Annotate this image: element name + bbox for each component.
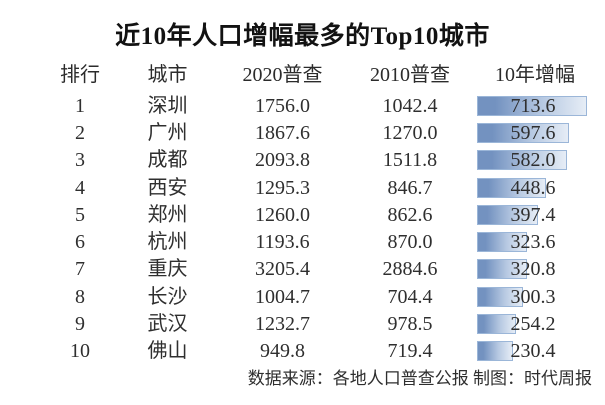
column-header-census-2020: 2020普查 <box>242 64 323 86</box>
rank-value: 8 <box>75 285 85 308</box>
growth-data-bar <box>477 122 570 143</box>
growth-data-bar <box>477 177 547 198</box>
city-name: 重庆 <box>147 258 188 281</box>
census-2020-value: 3205.4 <box>255 258 310 281</box>
growth-value: 300.3 <box>510 285 556 308</box>
growth-data-bar <box>477 232 527 253</box>
census-2020-value: 1260.0 <box>255 203 310 226</box>
table-row: 10 佛山 949.8 719.4 230.4 <box>45 338 595 365</box>
growth-value: 320.8 <box>510 258 556 281</box>
city-name: 郑州 <box>147 203 188 226</box>
growth-data-bar <box>477 259 527 280</box>
table-row: 4 西安 1295.3 846.7 448.6 <box>45 174 595 201</box>
city-name: 深圳 <box>147 94 188 117</box>
rank-value: 2 <box>75 121 85 144</box>
rank-value: 7 <box>75 258 85 281</box>
city-name: 成都 <box>147 149 188 172</box>
city-name: 长沙 <box>147 285 188 308</box>
table-row: 5 郑州 1260.0 862.6 397.4 <box>45 201 595 228</box>
table-header-row: 排行 城市 2020普查 2010普查 10年增幅 <box>45 60 595 90</box>
census-2010-value: 862.6 <box>387 203 433 226</box>
city-name: 西安 <box>147 176 188 199</box>
growth-value: 230.4 <box>510 340 556 363</box>
page-title: 近10年人口增幅最多的Top10城市 <box>115 23 490 50</box>
growth-value: 397.4 <box>510 203 556 226</box>
table-row: 3 成都 2093.8 1511.8 582.0 <box>45 147 595 174</box>
population-table: 排行 城市 2020普查 2010普查 10年增幅 1 深圳 1756.0 10… <box>45 60 595 365</box>
growth-value: 597.6 <box>510 121 556 144</box>
growth-value: 323.6 <box>510 231 556 254</box>
rank-value: 9 <box>75 313 85 336</box>
census-2020-value: 1004.7 <box>255 285 310 308</box>
city-name: 武汉 <box>147 313 188 336</box>
census-2020-value: 1756.0 <box>255 94 310 117</box>
rank-value: 10 <box>70 340 90 363</box>
growth-cell: 597.6 <box>475 119 595 146</box>
growth-cell: 582.0 <box>475 147 595 174</box>
census-2010-value: 870.0 <box>387 231 433 254</box>
rank-value: 5 <box>75 203 85 226</box>
growth-value: 582.0 <box>510 149 556 172</box>
census-2020-value: 2093.8 <box>255 149 310 172</box>
growth-data-bar <box>477 286 524 307</box>
table-row: 7 重庆 3205.4 2884.6 320.8 <box>45 256 595 283</box>
growth-data-bar <box>477 150 567 171</box>
city-name: 佛山 <box>147 340 188 363</box>
column-header-growth: 10年增幅 <box>495 64 575 86</box>
column-header-city: 城市 <box>147 64 188 86</box>
city-name: 广州 <box>147 121 188 144</box>
census-2020-value: 1867.6 <box>255 121 310 144</box>
table-row: 2 广州 1867.6 1270.0 597.6 <box>45 119 595 146</box>
rank-value: 3 <box>75 149 85 172</box>
census-2020-value: 949.8 <box>260 340 305 363</box>
growth-cell: 320.8 <box>475 256 595 283</box>
growth-value: 254.2 <box>510 313 556 336</box>
city-name: 杭州 <box>147 231 188 254</box>
rank-value: 6 <box>75 231 85 254</box>
growth-cell: 300.3 <box>475 283 595 310</box>
column-header-census-2010: 2010普查 <box>370 64 450 86</box>
growth-cell: 323.6 <box>475 228 595 255</box>
census-2020-value: 1295.3 <box>255 176 310 199</box>
census-2010-value: 719.4 <box>387 340 433 363</box>
column-header-rank: 排行 <box>60 64 100 86</box>
growth-data-bar <box>477 95 587 116</box>
census-2010-value: 704.4 <box>387 285 433 308</box>
growth-value: 713.6 <box>510 94 556 117</box>
census-2010-value: 978.5 <box>387 313 433 336</box>
table-row: 6 杭州 1193.6 870.0 323.6 <box>45 228 595 255</box>
census-2010-value: 1511.8 <box>382 149 438 172</box>
table-row: 8 长沙 1004.7 704.4 300.3 <box>45 283 595 310</box>
census-2020-value: 1193.6 <box>255 231 310 254</box>
growth-cell: 397.4 <box>475 201 595 228</box>
growth-cell: 254.2 <box>475 310 595 337</box>
growth-cell: 230.4 <box>475 338 595 365</box>
growth-cell: 448.6 <box>475 174 595 201</box>
growth-value: 448.6 <box>510 176 556 199</box>
growth-data-bar <box>477 341 513 362</box>
census-2010-value: 846.7 <box>387 176 433 199</box>
growth-data-bar <box>477 204 539 225</box>
rank-value: 1 <box>75 94 85 117</box>
table-row: 9 武汉 1232.7 978.5 254.2 <box>45 310 595 337</box>
rank-value: 4 <box>75 176 85 199</box>
census-2010-value: 2884.6 <box>382 258 438 281</box>
growth-data-bar <box>477 314 517 335</box>
source-note: 数据来源：各地人口普查公报 制图：时代周报 <box>247 369 592 388</box>
table-row: 1 深圳 1756.0 1042.4 713.6 <box>45 92 595 119</box>
growth-cell: 713.6 <box>475 92 595 119</box>
census-2010-value: 1270.0 <box>382 121 438 144</box>
census-2010-value: 1042.4 <box>382 94 438 117</box>
census-2020-value: 1232.7 <box>255 313 310 336</box>
